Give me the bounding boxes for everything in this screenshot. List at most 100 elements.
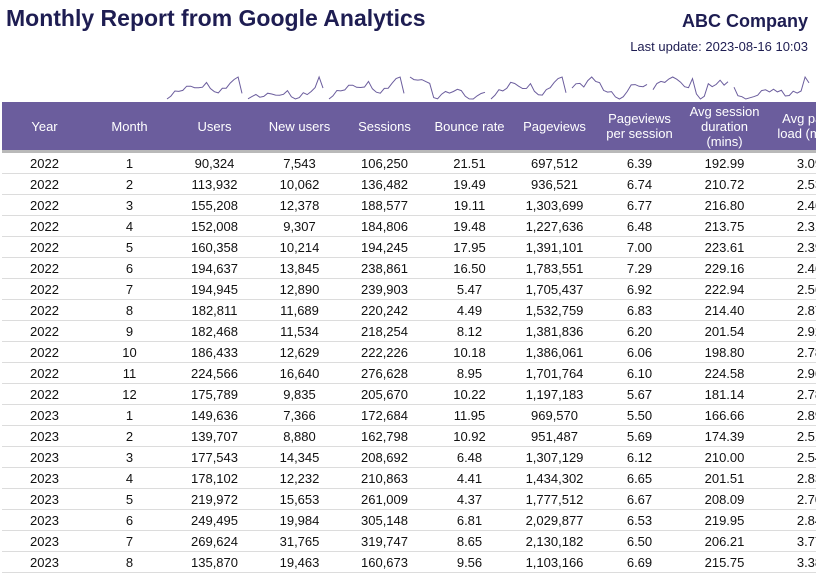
table-cell: 178,102 (172, 467, 257, 489)
table-cell: 249,495 (172, 509, 257, 531)
table-cell: 2022 (2, 299, 87, 321)
sparkline (166, 76, 243, 100)
sparkline (490, 76, 567, 100)
table-cell: 2.54 (767, 446, 816, 468)
table-cell: 16.50 (427, 257, 512, 279)
table-cell: 2.31 (767, 215, 816, 237)
table-cell: 229.16 (682, 257, 767, 279)
table-cell: 219.95 (682, 509, 767, 531)
table-cell: 19.11 (427, 194, 512, 216)
table-cell: 155,208 (172, 194, 257, 216)
table-cell: 2023 (2, 404, 87, 426)
table-cell: 1,227,636 (512, 215, 597, 237)
table-cell: 7 (87, 278, 172, 300)
table-cell: 1,386,061 (512, 341, 597, 363)
table-cell: 8 (87, 299, 172, 321)
table-row: 2022 10 186,433 12,629 222,226 10.18 1,386,061… (2, 341, 816, 363)
table-cell: 1,391,101 (512, 236, 597, 258)
table-cell: 106,250 (342, 151, 427, 174)
table-cell: 223.61 (682, 236, 767, 258)
table-cell: 6.48 (427, 446, 512, 468)
table-cell: 2,029,877 (512, 509, 597, 531)
table-cell: 2,130,182 (512, 530, 597, 552)
table-cell: 222.94 (682, 278, 767, 300)
table-row: 2022 2 113,932 10,062 136,482 19.49 936,521 6.7… (2, 173, 816, 195)
table-cell: 1 (87, 404, 172, 426)
table-cell: 6.06 (597, 341, 682, 363)
column-header: Pageviews per session (597, 102, 682, 153)
column-header: New users (257, 102, 342, 153)
table-cell: 181.14 (682, 383, 767, 405)
table-cell: 3.38 (767, 551, 816, 573)
table-cell: 2023 (2, 509, 87, 531)
table-cell: 6.10 (597, 362, 682, 384)
table-cell: 7.29 (597, 257, 682, 279)
table-cell: 210.00 (682, 446, 767, 468)
table-cell: 2.46 (767, 257, 816, 279)
sparkline (247, 75, 324, 100)
report-title: Monthly Report from Google Analytics (6, 5, 426, 31)
table-cell: 2022 (2, 383, 87, 405)
table-cell: 2022 (2, 215, 87, 237)
table-cell: 2.92 (767, 320, 816, 342)
table-cell: 6.81 (427, 509, 512, 531)
table-cell: 2.46 (767, 194, 816, 216)
table-cell: 11,689 (257, 299, 342, 321)
table-cell: 1,434,302 (512, 467, 597, 489)
table-cell: 2.78 (767, 383, 816, 405)
table-cell: 6.83 (597, 299, 682, 321)
table-cell: 224.58 (682, 362, 767, 384)
table-cell: 3 (87, 194, 172, 216)
table-cell: 2.83 (767, 467, 816, 489)
table-cell: 6.67 (597, 488, 682, 510)
table-cell: 2022 (2, 341, 87, 363)
table-cell: 162,798 (342, 425, 427, 447)
table-cell: 10,214 (257, 236, 342, 258)
table-cell: 188,577 (342, 194, 427, 216)
table-cell: 1,783,551 (512, 257, 597, 279)
table-cell: 152,008 (172, 215, 257, 237)
table-cell: 2.78 (767, 341, 816, 363)
table-cell: 206.21 (682, 530, 767, 552)
table-cell: 5.47 (427, 278, 512, 300)
table-cell: 10.18 (427, 341, 512, 363)
table-cell: 6.48 (597, 215, 682, 237)
table-cell: 19.48 (427, 215, 512, 237)
sparkline (652, 76, 729, 100)
table-cell: 160,673 (342, 551, 427, 573)
table-cell: 19.49 (427, 173, 512, 195)
table-cell: 238,861 (342, 257, 427, 279)
table-cell: 2 (87, 425, 172, 447)
table-cell: 6 (87, 257, 172, 279)
table-cell: 2023 (2, 425, 87, 447)
table-cell: 21.51 (427, 151, 512, 174)
table-row: 2022 3 155,208 12,378 188,577 19.11 1,303,699 6… (2, 194, 816, 216)
table-cell: 135,870 (172, 551, 257, 573)
table-cell: 3.77 (767, 530, 816, 552)
table-cell: 9,835 (257, 383, 342, 405)
table-cell: 9,307 (257, 215, 342, 237)
table-row: 2023 5 219,972 15,653 261,009 4.37 1,777,512 6.… (2, 488, 816, 510)
table-cell: 11,534 (257, 320, 342, 342)
table-cell: 175,789 (172, 383, 257, 405)
table-cell: 194,637 (172, 257, 257, 279)
table-cell: 2 (87, 173, 172, 195)
company-name: ABC Company (681, 11, 808, 31)
table-cell: 6.74 (597, 173, 682, 195)
table-cell: 2022 (2, 320, 87, 342)
table-cell: 19,463 (257, 551, 342, 573)
table-cell: 9.56 (427, 551, 512, 573)
table-cell: 4.49 (427, 299, 512, 321)
table-row: 2023 1 149,636 7,366 172,684 11.95 969,570 5.50… (2, 404, 816, 426)
table-cell: 2022 (2, 194, 87, 216)
table-row: 2022 6 194,637 13,845 238,861 16.50 1,783,551 7… (2, 257, 816, 279)
table-cell: 6.39 (597, 151, 682, 174)
table-cell: 3 (87, 446, 172, 468)
table-cell: 14,345 (257, 446, 342, 468)
table-row: 2022 5 160,358 10,214 194,245 17.95 1,391,101 7… (2, 236, 816, 258)
table-cell: 1,307,129 (512, 446, 597, 468)
table-cell: 216.80 (682, 194, 767, 216)
table-cell: 218,254 (342, 320, 427, 342)
table-cell: 194,245 (342, 236, 427, 258)
table-cell: 19,984 (257, 509, 342, 531)
